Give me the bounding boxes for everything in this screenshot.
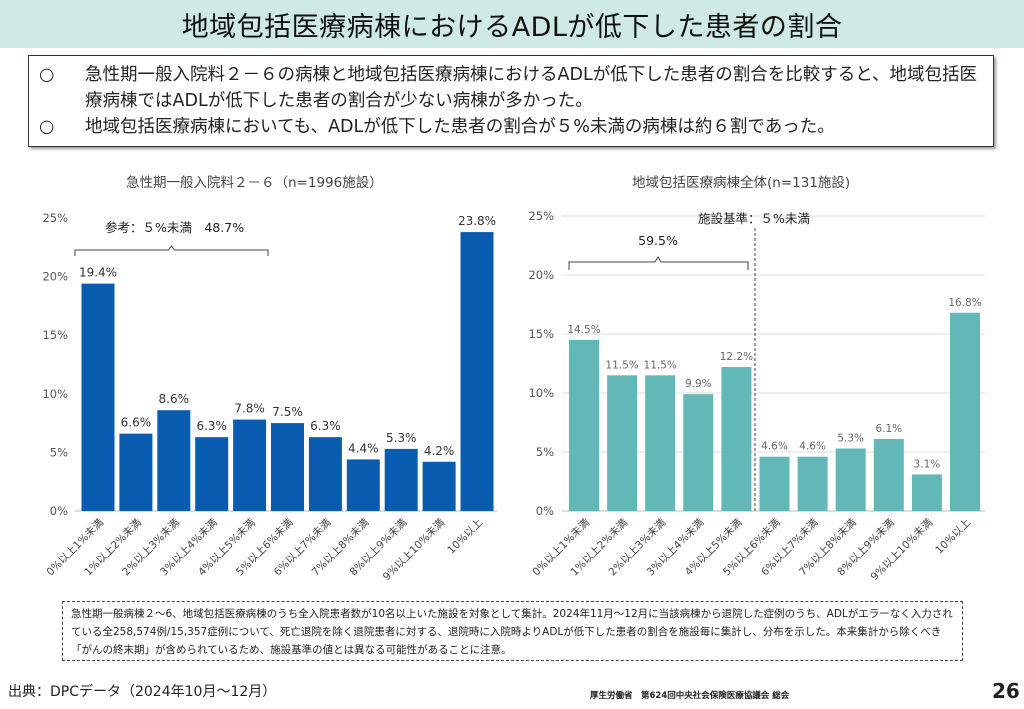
footer: 厚生労働省 第624回中央社会保険医療協議会 総会 [590, 691, 790, 701]
data-label: 3.1% [914, 458, 941, 470]
threshold-label: 施設基準：５%未満 [698, 211, 810, 226]
data-label: 19.4% [79, 266, 117, 280]
bar [759, 456, 790, 511]
data-label: 5.3% [837, 432, 864, 444]
page-title: 地域包括医療病棟におけるADLが低下した患者の割合 [181, 11, 843, 43]
data-label: 11.5% [605, 359, 638, 371]
data-label: 4.6% [799, 441, 826, 453]
y-tick-label: 15% [42, 328, 68, 342]
data-label: 14.5% [567, 324, 600, 336]
y-tick-label: 15% [528, 327, 554, 341]
bar [119, 433, 153, 511]
bar [384, 448, 418, 511]
charts: 0%5%10%15%20%25%19.4%0%以上1%未満6.6%1%以上2%未… [42, 209, 985, 583]
x-tick-label: 10%以上 [933, 517, 973, 557]
data-label: 6.3% [310, 419, 341, 433]
bar [346, 459, 380, 511]
data-label: 7.8% [234, 402, 265, 416]
data-label: 16.8% [948, 297, 981, 309]
data-label: 6.3% [196, 419, 227, 433]
bracket [568, 256, 749, 270]
data-label: 4.2% [424, 444, 455, 458]
bar [873, 439, 904, 511]
data-label: 9.9% [685, 378, 712, 390]
bar [195, 437, 229, 511]
y-tick-label: 5% [50, 445, 68, 459]
right-chart-title: 地域包括医療病棟全体(n=131施設) [632, 175, 851, 191]
left-chart-title: 急性期一般入院料２－６（n=1996施設） [126, 175, 383, 191]
annotation-label: 59.5% [638, 233, 678, 248]
data-label: 11.5% [644, 359, 677, 371]
summary-box: ○ 急性期一般入院料２－６の病棟と地域包括医療病棟におけるADLが低下した患者の割… [28, 55, 994, 147]
bar [645, 375, 676, 511]
bar [607, 375, 638, 511]
y-tick-label: 10% [528, 386, 554, 400]
bar [683, 394, 714, 511]
data-label: 6.1% [875, 423, 902, 435]
summary-point: ○ 急性期一般入院料２－６の病棟と地域包括医療病棟におけるADLが低下した患者の割… [39, 62, 983, 114]
data-label: 4.6% [761, 441, 788, 453]
y-tick-label: 5% [536, 445, 554, 459]
bullet-icon: ○ [39, 65, 55, 85]
bar [569, 339, 599, 511]
bar [950, 312, 980, 511]
y-tick-label: 20% [528, 268, 554, 282]
bullet-icon: ○ [39, 117, 55, 137]
data-label: 8.6% [159, 392, 190, 406]
x-tick-label: 10%以上 [445, 517, 485, 557]
page-number: 26 [992, 679, 1020, 703]
y-tick-label: 0% [50, 504, 68, 518]
bar [835, 448, 866, 511]
data-label: 7.5% [272, 405, 303, 419]
bar [797, 456, 828, 511]
note-box: 急性期一般病棟２～6、地域包括医療病棟のうち全入院患者数が10名以上いた施設を対… [62, 601, 963, 661]
y-tick-label: 0% [536, 504, 554, 518]
data-label: 6.6% [121, 416, 152, 430]
y-tick-label: 20% [42, 270, 68, 284]
bar [271, 423, 304, 511]
data-label: 5.3% [386, 431, 417, 445]
bar [422, 461, 456, 511]
bar [157, 410, 191, 511]
bar [308, 437, 342, 511]
y-tick-label: 25% [42, 211, 68, 225]
summary-point: ○ 地域包括医療病棟においても、ADLが低下した患者の割合が５%未満の病棟は約６割… [39, 114, 983, 140]
data-label: 12.2% [720, 351, 753, 363]
bar [460, 232, 494, 511]
y-tick-label: 10% [42, 387, 68, 401]
y-tick-label: 25% [528, 209, 554, 223]
annotation-label: 参考：５%未満 48.7% [105, 220, 244, 235]
bar [233, 419, 267, 511]
data-label: 23.8% [458, 214, 496, 228]
title-bar: 地域包括医療病棟におけるADLが低下した患者の割合 [0, 0, 1024, 48]
bracket [74, 245, 269, 256]
source: 出典：DPCデータ（2024年10月～12月） [8, 684, 277, 700]
bar [81, 283, 115, 511]
bar [911, 474, 942, 511]
bar [721, 367, 752, 511]
data-label: 4.4% [348, 441, 379, 455]
